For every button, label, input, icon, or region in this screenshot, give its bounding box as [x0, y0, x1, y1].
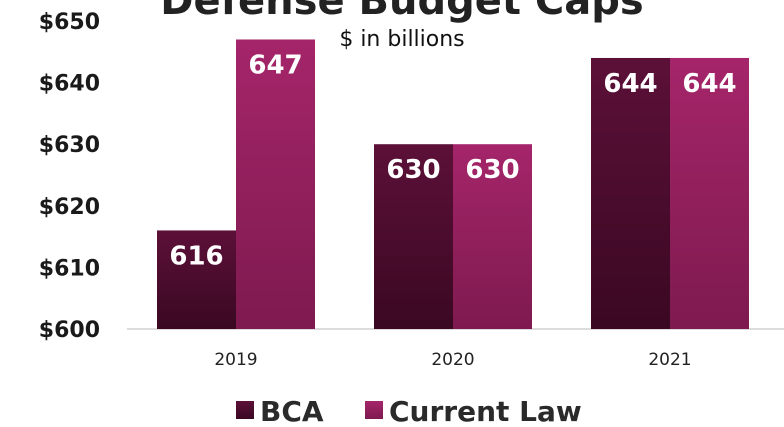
y-tick-label: $650 — [39, 10, 100, 35]
bar-current-law-2019 — [236, 39, 315, 329]
legend-label-bca: BCA — [260, 395, 324, 427]
data-label: 644 — [682, 69, 736, 99]
legend-label-current-law: Current Law — [389, 395, 582, 427]
y-tick-label: $620 — [39, 195, 100, 220]
data-label: 647 — [248, 50, 302, 80]
bar-bca-2019 — [157, 230, 236, 329]
x-tick-label: 2021 — [648, 350, 691, 370]
bar-bca-2020 — [374, 144, 453, 329]
data-label: 644 — [603, 69, 657, 99]
bar-current-law-2021 — [670, 57, 749, 330]
data-label: 630 — [465, 155, 519, 185]
x-tick-label: 2019 — [214, 350, 257, 370]
chart-subtitle: $ in billions — [339, 27, 464, 52]
y-tick-label: $600 — [39, 318, 100, 343]
legend: BCA Current Law — [236, 395, 582, 427]
bar-bca-2021 — [591, 57, 670, 330]
data-label: 630 — [386, 155, 440, 185]
data-labels: 616 647 630 630 644 644 — [169, 50, 736, 271]
legend-swatch-bca — [236, 401, 254, 419]
bar-current-law-2020 — [453, 144, 532, 329]
bars — [157, 39, 749, 330]
legend-swatch-current-law — [365, 401, 383, 419]
x-tick-label: 2020 — [431, 350, 474, 370]
y-tick-label: $640 — [39, 72, 100, 97]
x-axis: 2019 2020 2021 — [214, 350, 691, 370]
data-label: 616 — [169, 241, 223, 271]
chart-title: Defense Budget Caps — [160, 0, 643, 24]
y-axis: $600 $610 $620 $630 $640 $650 — [39, 10, 100, 343]
y-tick-label: $630 — [39, 133, 100, 158]
y-tick-label: $610 — [39, 256, 100, 281]
